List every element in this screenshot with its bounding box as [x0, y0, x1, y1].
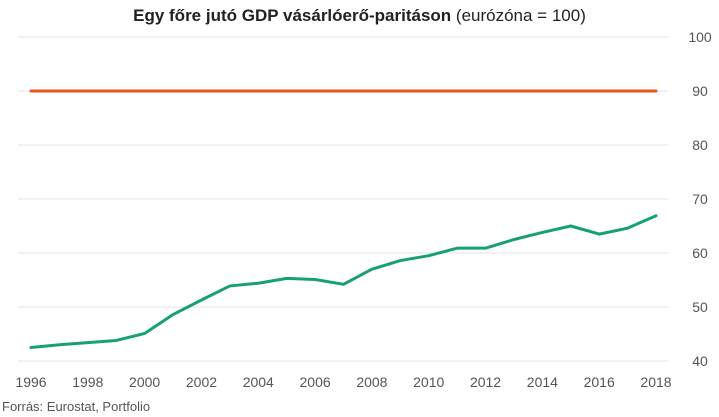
y-tick-label: 90: [692, 83, 708, 99]
data-point: [541, 231, 544, 234]
x-tick-label: 1998: [72, 374, 103, 390]
data-point: [257, 90, 260, 93]
data-point: [30, 90, 33, 93]
y-tick-label: 40: [692, 353, 708, 369]
data-point: [342, 90, 345, 93]
data-point: [314, 90, 317, 93]
x-tick-label: 2002: [186, 374, 217, 390]
data-point: [172, 90, 175, 93]
data-point: [370, 90, 373, 93]
data-point: [143, 332, 146, 335]
data-point: [484, 90, 487, 93]
data-point: [569, 90, 572, 93]
chart-title-subtitle: (eurózóna = 100): [455, 6, 586, 25]
source-note: Forrás: Eurostat, Portfolio: [2, 399, 151, 414]
x-tick-label: 2012: [470, 374, 501, 390]
data-point: [655, 214, 658, 217]
data-point: [172, 313, 175, 316]
y-tick-label: 60: [692, 245, 708, 261]
x-tick-label: 1996: [15, 374, 46, 390]
data-point: [456, 90, 459, 93]
data-point: [370, 268, 373, 271]
data-point: [512, 238, 515, 241]
data-point: [257, 282, 260, 285]
data-point: [58, 90, 61, 93]
x-tick-label: 2018: [640, 374, 671, 390]
data-point: [314, 278, 317, 281]
data-point: [86, 341, 89, 344]
x-tick-label: 2004: [243, 374, 274, 390]
chart-title: Egy főre jutó GDP vásárlóerő-paritáson (…: [0, 6, 719, 26]
x-tick-label: 2010: [413, 374, 444, 390]
data-point: [200, 90, 203, 93]
data-point: [86, 90, 89, 93]
data-point: [569, 225, 572, 228]
data-point: [626, 90, 629, 93]
data-point: [399, 90, 402, 93]
data-point: [598, 90, 601, 93]
data-point: [456, 247, 459, 250]
data-point: [200, 298, 203, 301]
x-tick-label: 2014: [527, 374, 558, 390]
data-point: [598, 233, 601, 236]
data-point: [342, 283, 345, 286]
x-tick-label: 2008: [356, 374, 387, 390]
data-point: [427, 254, 430, 257]
data-point: [228, 284, 231, 287]
data-point: [285, 277, 288, 280]
y-tick-label: 70: [692, 191, 708, 207]
data-point: [58, 343, 61, 346]
data-point: [541, 90, 544, 93]
data-point: [484, 247, 487, 250]
data-point: [399, 259, 402, 262]
data-point: [115, 90, 118, 93]
x-tick-label: 2000: [129, 374, 160, 390]
data-point: [626, 227, 629, 230]
data-point: [427, 90, 430, 93]
data-point: [512, 90, 515, 93]
y-tick-label: 80: [692, 137, 708, 153]
x-tick-label: 2006: [300, 374, 331, 390]
y-tick-label: 100: [688, 29, 712, 45]
series-line-country: [29, 214, 658, 349]
data-point: [30, 346, 33, 349]
data-point: [115, 339, 118, 342]
chart-title-main: Egy főre jutó GDP vásárlóerő-paritáson: [133, 6, 452, 25]
x-tick-label: 2016: [584, 374, 615, 390]
data-point: [655, 90, 658, 93]
data-point: [143, 90, 146, 93]
data-point: [228, 90, 231, 93]
data-point: [285, 90, 288, 93]
y-tick-label: 50: [692, 299, 708, 315]
